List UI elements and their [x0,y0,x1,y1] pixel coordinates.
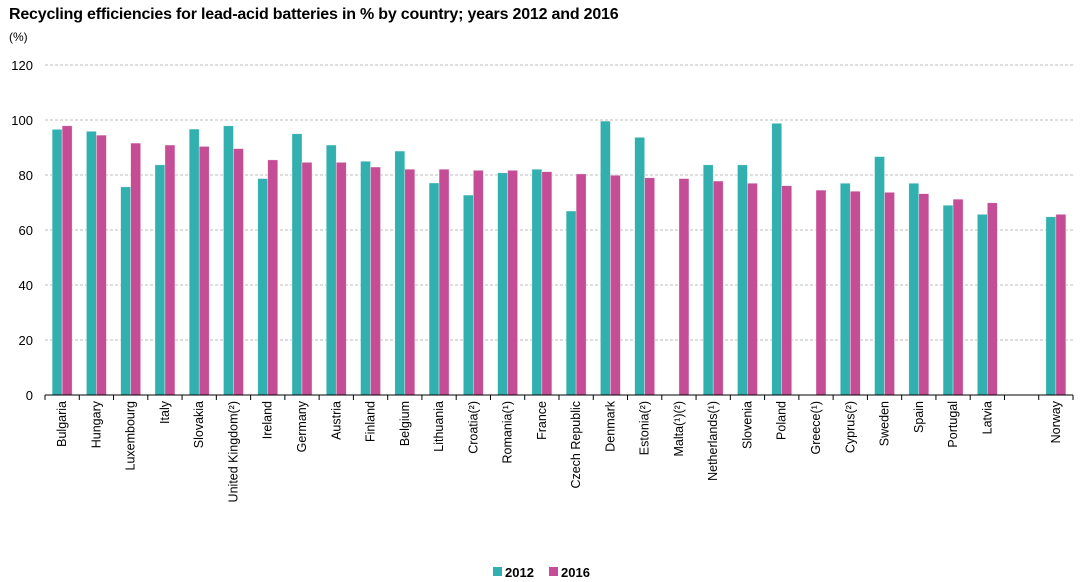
bar-2016 [918,193,930,396]
y-tick-label: 20 [19,333,33,348]
bar-2012 [908,182,920,396]
bar-2016 [130,142,141,396]
bar-2012 [1045,216,1057,396]
x-category-label: Ireland [261,401,275,439]
bar-2016 [301,162,313,396]
x-category-label: Croatia(²) [466,401,480,454]
bar-2016 [233,148,244,396]
x-category-label: Czech Republic [569,401,583,489]
bar-2012 [394,150,406,396]
bar-2012 [360,160,371,396]
x-category-label: United Kingdom(²) [226,401,240,502]
bar-2016 [884,192,895,396]
bar-2016 [781,185,793,396]
bar-2016 [575,173,587,396]
x-category-label: Germany [295,400,309,452]
x-category-label: Romania(¹) [501,401,515,464]
bar-2012 [257,178,269,396]
bar-2016 [849,190,861,396]
bar-2012 [497,172,508,396]
x-category-label: Spain [912,401,926,433]
x-category-label: Finland [364,401,378,442]
bar-2016 [1055,214,1067,396]
bar-2016 [952,198,964,396]
bar-2016 [198,146,210,396]
x-category-label: Luxembourg [124,401,138,471]
bar-2016 [747,182,758,396]
chart-title: Recycling efficiencies for lead-acid bat… [9,6,619,23]
bar-2016 [644,177,655,396]
x-category-label: Italy [158,400,172,424]
x-category-label: Netherlands(¹) [706,401,720,481]
bar-2016 [678,178,690,396]
bar-2012 [634,137,645,396]
bar-2012 [154,164,166,396]
x-category-label: Sweden [878,401,892,446]
bar-2012 [600,120,611,396]
bar-2012 [737,164,748,396]
bar-2012 [874,156,885,396]
y-axis-unit: (%) [9,30,28,44]
x-category-label: Norway [1049,400,1063,443]
bar-2016 [335,162,347,396]
bar-2012 [531,168,543,396]
bar-2012 [51,129,63,396]
bar-2016 [370,166,381,396]
y-tick-label: 60 [19,223,33,238]
x-category-label: Belgium [398,401,412,446]
x-category-label: Lithuania [432,401,446,452]
bar-2016 [61,125,73,396]
bar-2012 [325,144,337,396]
bar-2012 [702,164,714,396]
y-tick-label: 40 [19,278,33,293]
bar-2012 [463,194,474,396]
bar-2016 [267,159,279,396]
bar-2012 [839,182,851,396]
legend-swatch-2016 [549,567,558,576]
y-tick-label: 100 [11,113,33,128]
bar-2016 [507,170,518,396]
x-category-label: Cyprus(²) [843,401,857,453]
x-category-label: Austria [329,401,343,440]
bar-2012 [977,214,988,396]
y-tick-label: 80 [19,168,33,183]
bar-2016 [438,168,450,396]
x-category-label: Poland [775,401,789,440]
x-category-label: Portugal [946,401,960,448]
bar-2012 [86,130,97,396]
bar-2016 [712,180,724,396]
bar-2016 [404,168,416,396]
x-category-label: Latvia [980,401,994,434]
x-category-label: Malta(¹)(²) [672,401,686,457]
bar-2012 [188,128,200,396]
x-category-label: Slovenia [740,401,754,449]
bar-2016 [987,202,998,396]
bar-2016 [610,174,621,396]
bar-2016 [164,144,176,396]
y-tick-label: 120 [11,58,33,73]
x-category-label: Denmark [603,400,617,451]
y-tick-label: 0 [26,388,33,403]
bar-2012 [428,182,440,396]
bar-2012 [771,123,783,396]
x-category-label: Hungary [89,400,103,448]
bar-2016 [473,170,484,396]
bar-2016 [96,134,107,396]
bar-2012 [291,133,303,396]
x-category-label: Estonia(²) [638,401,652,455]
x-category-label: Slovakia [192,401,206,448]
bar-2012 [120,186,131,396]
x-category-label: Bulgaria [55,401,69,447]
bar-2016 [815,189,827,396]
bar-2012 [942,204,954,396]
bar-2012 [565,210,577,396]
bar-2012 [223,125,234,396]
x-category-label: Greece(¹) [809,401,823,454]
x-category-label: France [535,401,549,440]
bar-2016 [541,171,553,396]
legend-label-2012: 2012 [505,565,534,580]
legend-swatch-2012 [493,567,502,576]
legend-label-2016: 2016 [561,565,590,580]
